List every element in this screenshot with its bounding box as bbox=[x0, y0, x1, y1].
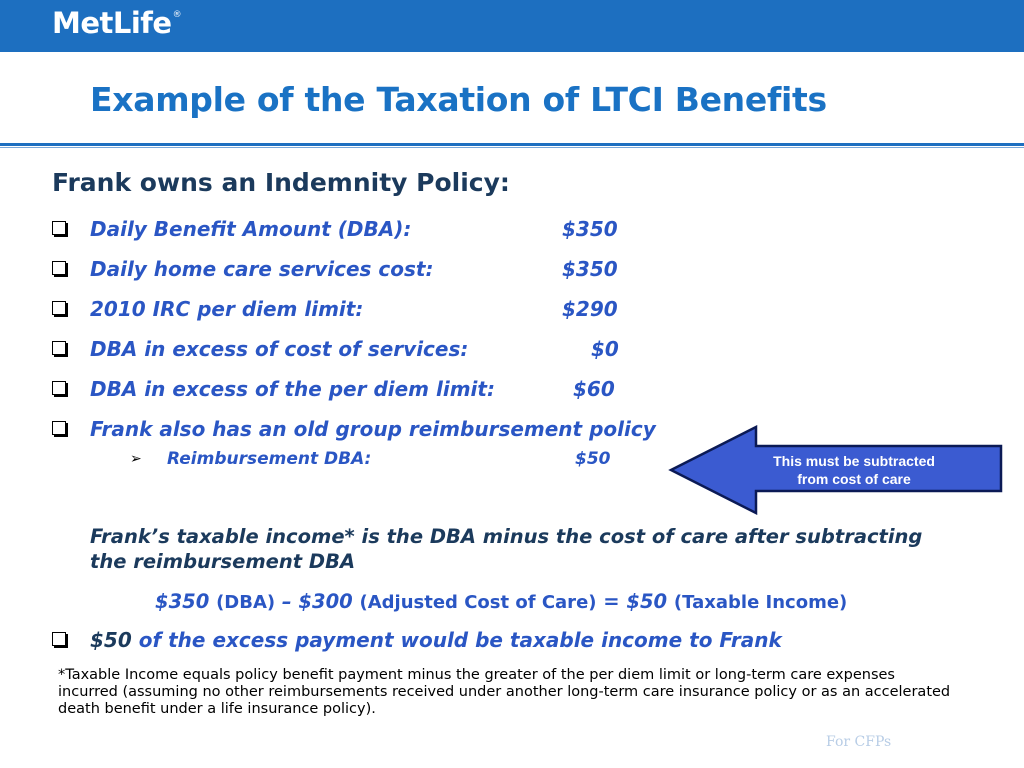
bullet-item: Daily Benefit Amount (DBA): $350 bbox=[52, 217, 752, 245]
equation-part: (Taxable Income) bbox=[673, 592, 848, 613]
final-text: of the excess payment would be taxable i… bbox=[131, 628, 782, 652]
arrow-bullet-icon: ➢ bbox=[130, 451, 142, 467]
bullet-amount: $60 bbox=[573, 377, 615, 401]
equation-part: (Adjusted Cost of Care) bbox=[359, 592, 597, 613]
title-divider bbox=[0, 143, 1024, 146]
bullet-label: Daily home care services cost: bbox=[90, 257, 434, 281]
bullet-item: Daily home care services cost: $350 bbox=[52, 257, 752, 285]
equation-part: $350 bbox=[155, 590, 217, 613]
checkbox-bullet-icon bbox=[52, 340, 68, 356]
callout-line-2: from cost of care bbox=[797, 471, 911, 487]
bullet-amount: $350 bbox=[562, 217, 618, 241]
bullet-item: DBA in excess of cost of services: $0 bbox=[52, 337, 752, 365]
checkbox-bullet-icon bbox=[52, 300, 68, 316]
taxable-income-paragraph: Frank’s taxable income* is the DBA minus… bbox=[90, 525, 923, 573]
bullet-amount: $350 bbox=[562, 257, 618, 281]
faded-footer-text: For CFPs bbox=[826, 734, 892, 750]
section-heading: Frank owns an Indemnity Policy: bbox=[52, 168, 510, 197]
bullet-amount: $290 bbox=[562, 297, 618, 321]
bullet-label: DBA in excess of the per diem limit: bbox=[90, 377, 495, 401]
final-amount: $50 bbox=[90, 628, 132, 652]
callout-line-1: This must be subtracted bbox=[773, 453, 935, 469]
final-bullet-item: $50 of the excess payment would be taxab… bbox=[52, 628, 952, 656]
footnote: *Taxable Income equals policy benefit pa… bbox=[58, 667, 951, 717]
equation-part: (DBA) bbox=[216, 592, 276, 613]
bullet-label: DBA in excess of cost of services: bbox=[90, 337, 469, 361]
logo-text: MetLife bbox=[52, 6, 172, 40]
bullet-label: Frank also has an old group reimbursemen… bbox=[90, 417, 656, 441]
bullet-item: 2010 IRC per diem limit: $290 bbox=[52, 297, 752, 325]
metlife-logo: MetLife® bbox=[52, 6, 182, 40]
taxable-income-equation: $350 (DBA) – $300 (Adjusted Cost of Care… bbox=[155, 590, 847, 613]
bullet-item: Frank also has an old group reimbursemen… bbox=[52, 417, 752, 445]
slide-title: Example of the Taxation of LTCI Benefits bbox=[90, 80, 827, 119]
bullet-item: DBA in excess of the per diem limit: $60 bbox=[52, 377, 752, 405]
checkbox-bullet-icon bbox=[52, 220, 68, 236]
checkbox-bullet-icon bbox=[52, 260, 68, 276]
registered-mark: ® bbox=[172, 10, 182, 20]
equation-part: – $300 bbox=[275, 590, 360, 613]
bullet-label: 2010 IRC per diem limit: bbox=[90, 297, 364, 321]
title-divider-thin bbox=[0, 147, 1024, 148]
sub-bullet-label: Reimbursement DBA: bbox=[167, 449, 372, 469]
sub-bullet-amount: $50 bbox=[575, 449, 611, 469]
header-bar: MetLife® bbox=[0, 0, 1024, 52]
checkbox-bullet-icon bbox=[52, 631, 68, 647]
callout-arrow-icon bbox=[668, 425, 1003, 515]
checkbox-bullet-icon bbox=[52, 380, 68, 396]
bullet-amount: $0 bbox=[591, 337, 619, 361]
checkbox-bullet-icon bbox=[52, 420, 68, 436]
sub-bullet-item: ➢ Reimbursement DBA: $50 bbox=[130, 449, 630, 473]
bullet-label: Daily Benefit Amount (DBA): bbox=[90, 217, 412, 241]
equation-part: = $50 bbox=[596, 590, 674, 613]
callout-text: This must be subtracted from cost of car… bbox=[750, 452, 958, 488]
final-bullet-text: $50 of the excess payment would be taxab… bbox=[90, 628, 782, 652]
